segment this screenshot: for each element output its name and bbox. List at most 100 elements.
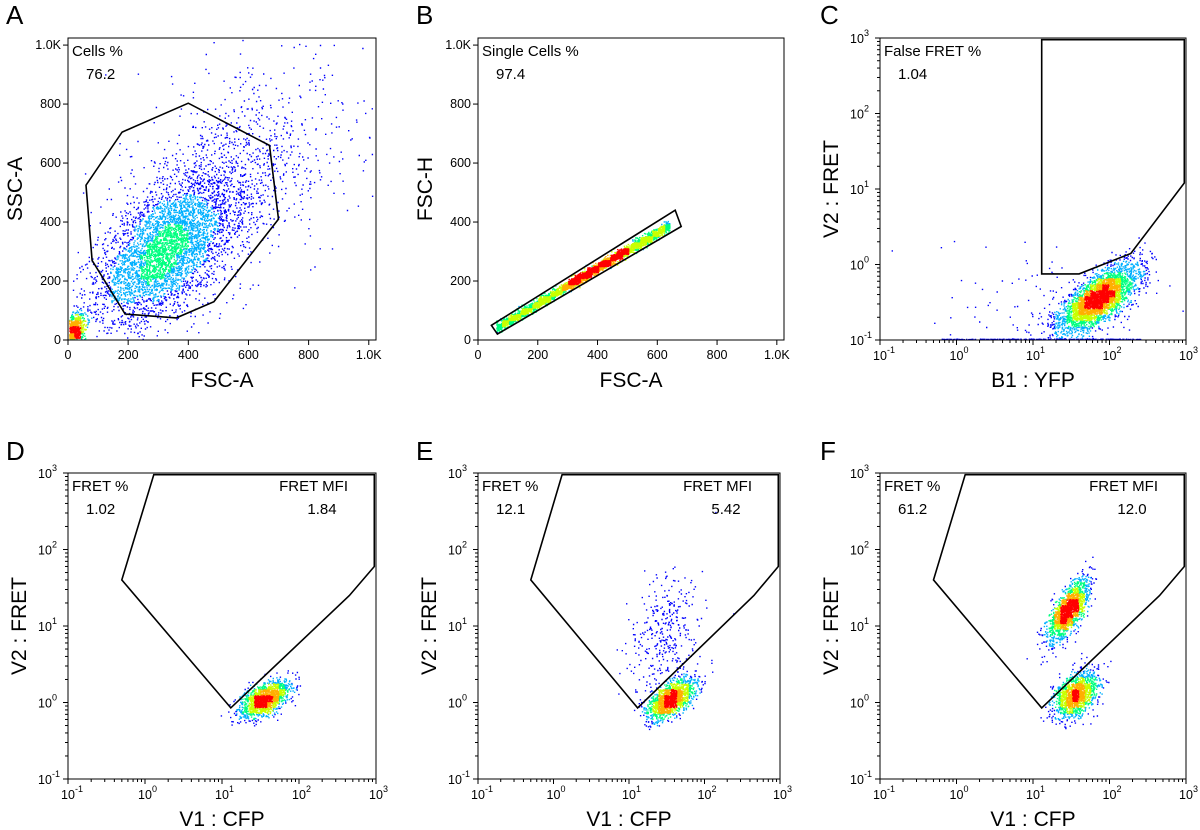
y-tick-exponent: 2 xyxy=(462,540,467,550)
y-tick-label: 10 xyxy=(850,108,864,122)
y-tick-label: 0 xyxy=(54,333,61,347)
axis-ticks-c: 10 -1 10 0 10 1 10 2 10 310 -110 010 110 210 3 xyxy=(850,28,1198,363)
x-tick-label: 10 xyxy=(215,788,229,802)
gate-cells[interactable] xyxy=(85,102,280,319)
density-level-1 xyxy=(71,194,220,341)
x-tick-label: 10 xyxy=(950,788,964,802)
x-tick-exponent: 1 xyxy=(1040,345,1045,355)
plot-frame-d xyxy=(67,472,377,780)
x-tick-label: 10 xyxy=(1103,349,1117,363)
gate-fret[interactable] xyxy=(120,473,376,710)
data-points-a xyxy=(69,39,374,341)
y-tick-exponent: 3 xyxy=(864,463,869,473)
stat-label: FRET % xyxy=(482,478,538,495)
y-tick-exponent: 3 xyxy=(52,463,57,473)
stat-label: FRET MFI xyxy=(683,478,752,495)
x-axis-label: FSC-A xyxy=(600,369,663,392)
density-level-2 xyxy=(242,683,290,721)
x-tick-exponent: -1 xyxy=(75,784,83,794)
y-tick-label: 10 xyxy=(850,544,864,558)
x-tick-exponent: -1 xyxy=(887,345,895,355)
y-axis-label: FSC-H xyxy=(414,157,437,221)
panel-letter-c: C xyxy=(820,0,839,30)
x-tick-label: 10 xyxy=(292,788,306,802)
y-tick-label: 200 xyxy=(40,274,61,288)
density-level-3 xyxy=(1072,278,1122,322)
y-tick-label: 10 xyxy=(448,697,462,711)
x-axis-label: V1 : CFP xyxy=(586,808,671,830)
x-tick-exponent: 1 xyxy=(1040,784,1045,794)
y-tick-exponent: 2 xyxy=(864,104,869,114)
stat-label: FRET MFI xyxy=(1089,478,1158,495)
y-tick-exponent: 3 xyxy=(462,463,467,473)
y-tick-exponent: 0 xyxy=(52,693,57,703)
x-tick-exponent: 0 xyxy=(964,784,969,794)
x-axis-label: V1 : CFP xyxy=(990,808,1075,830)
y-tick-label: 1.0K xyxy=(35,38,61,52)
density-level-4 xyxy=(260,689,280,709)
y-tick-exponent: 1 xyxy=(52,616,57,626)
y-tick-label: 10 xyxy=(850,467,864,481)
y-axis-label: V2 : FRET xyxy=(418,577,441,675)
x-tick-exponent: 3 xyxy=(787,784,792,794)
y-axis-label: V2 : FRET xyxy=(820,577,843,675)
x-tick-exponent: 3 xyxy=(1193,345,1198,355)
x-tick-exponent: 2 xyxy=(306,784,311,794)
x-tick-label: 10 xyxy=(622,788,636,802)
stat-value: 1.04 xyxy=(898,66,927,83)
y-tick-label: 400 xyxy=(40,215,61,229)
y-tick-label: 10 xyxy=(850,773,864,787)
x-tick-label: 600 xyxy=(238,348,259,362)
y-tick-label: 10 xyxy=(850,259,864,273)
y-tick-label: 0 xyxy=(464,333,471,347)
x-tick-exponent: 0 xyxy=(152,784,157,794)
density-level-5 xyxy=(69,326,82,340)
density-level-3 xyxy=(502,224,666,328)
stat-value: 1.02 xyxy=(86,501,115,518)
x-tick-label: 10 xyxy=(1026,349,1040,363)
x-tick-label: 10 xyxy=(1179,349,1193,363)
density-level-2 xyxy=(69,224,190,341)
x-axis-label: V1 : CFP xyxy=(179,808,264,830)
gate-false-fret[interactable] xyxy=(1040,38,1186,275)
x-tick-label: 200 xyxy=(527,348,548,362)
x-tick-exponent: 0 xyxy=(964,345,969,355)
y-tick-exponent: 0 xyxy=(864,255,869,265)
density-level-3 xyxy=(248,683,286,715)
density-level-5 xyxy=(254,695,274,709)
y-tick-label: 10 xyxy=(850,620,864,634)
data-points-c xyxy=(891,237,1184,341)
x-tick-label: 10 xyxy=(547,788,561,802)
y-tick-label: 10 xyxy=(850,32,864,46)
plot-frame-a xyxy=(67,37,377,341)
x-tick-label: 10 xyxy=(873,349,887,363)
data-points-e xyxy=(616,511,735,731)
y-tick-exponent: 1 xyxy=(864,616,869,626)
x-tick-label: 800 xyxy=(298,348,319,362)
y-tick-label: 10 xyxy=(448,773,462,787)
y-tick-label: 10 xyxy=(38,620,52,634)
y-tick-label: 10 xyxy=(850,334,864,348)
y-axis-label: V2 : FRET xyxy=(8,577,31,675)
density-level-0 xyxy=(616,511,735,731)
y-tick-label: 200 xyxy=(450,274,471,288)
gate-fret[interactable] xyxy=(529,473,780,710)
x-tick-exponent: 2 xyxy=(1117,784,1122,794)
y-tick-label: 10 xyxy=(448,467,462,481)
y-tick-label: 10 xyxy=(38,467,52,481)
data-points-f xyxy=(1026,556,1112,730)
density-level-4 xyxy=(69,320,82,340)
stat-value: 12.1 xyxy=(496,501,525,518)
y-tick-exponent: 2 xyxy=(864,540,869,550)
y-tick-exponent: 3 xyxy=(864,28,869,38)
stat-value: 5.42 xyxy=(711,501,740,518)
axis-ticks-d: 10 -1 10 0 10 1 10 2 10 310 -110 010 110 210 3 xyxy=(38,463,388,802)
x-tick-label: 10 xyxy=(471,788,485,802)
density-level-2 xyxy=(646,678,696,721)
x-axis-label: FSC-A xyxy=(191,369,254,392)
gate-fret[interactable] xyxy=(932,473,1186,710)
gate-single-cells[interactable] xyxy=(490,208,683,336)
axis-ticks-e: 10 -1 10 0 10 1 10 2 10 310 -110 010 110 210 3 xyxy=(448,463,792,802)
y-tick-label: 10 xyxy=(448,544,462,558)
